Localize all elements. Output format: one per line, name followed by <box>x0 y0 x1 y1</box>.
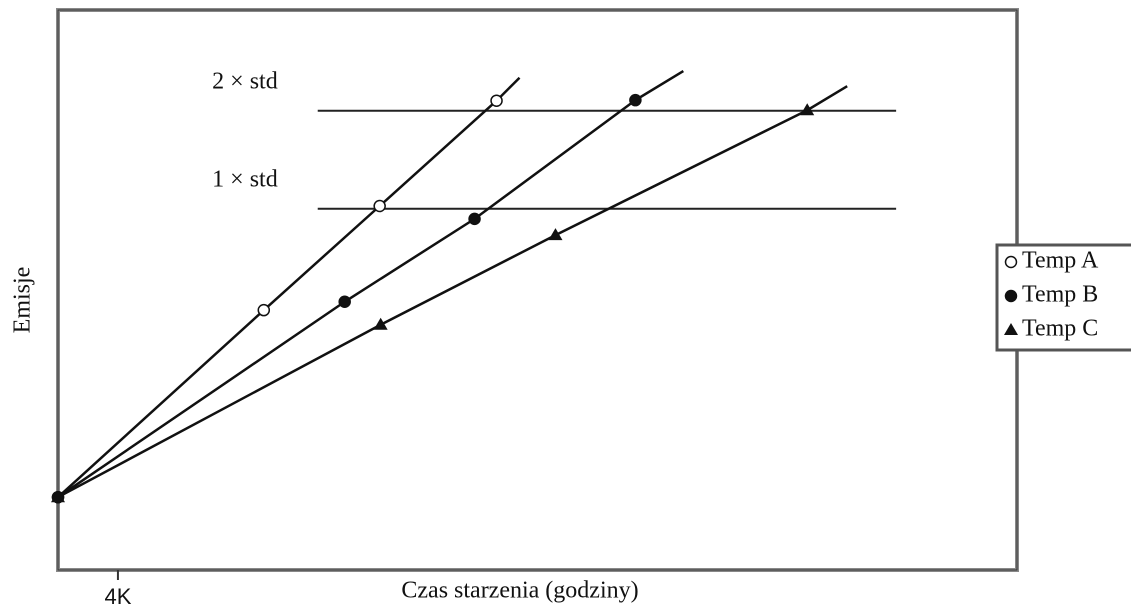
marker <box>373 317 388 330</box>
marker <box>338 295 351 309</box>
marker <box>257 303 271 317</box>
x-axis-label: Czas starzenia (godziny) <box>401 578 638 604</box>
legend-label: Temp C <box>1022 316 1098 342</box>
marker <box>800 103 815 116</box>
plot-frame <box>56 8 1019 572</box>
legend-label: Temp A <box>1022 248 1099 274</box>
marker <box>1004 323 1018 335</box>
marker <box>1004 289 1018 303</box>
marker <box>51 490 65 503</box>
marker <box>1004 255 1018 269</box>
legend-box <box>995 243 1131 352</box>
series-line <box>57 69 684 499</box>
marker <box>468 212 481 226</box>
plot-frame-inner <box>57 9 1018 571</box>
series-line <box>57 85 848 499</box>
y-axis-label: Emisje <box>10 267 36 334</box>
marker <box>629 93 642 107</box>
marker <box>490 94 503 107</box>
marker <box>548 228 563 241</box>
legend-label: Temp B <box>1022 282 1098 308</box>
marker <box>373 199 386 213</box>
annotation: 1 × std <box>212 166 278 192</box>
annotation: 2 × std <box>212 68 278 94</box>
x-tick-label: 4K <box>104 584 131 609</box>
series-line <box>57 76 521 499</box>
